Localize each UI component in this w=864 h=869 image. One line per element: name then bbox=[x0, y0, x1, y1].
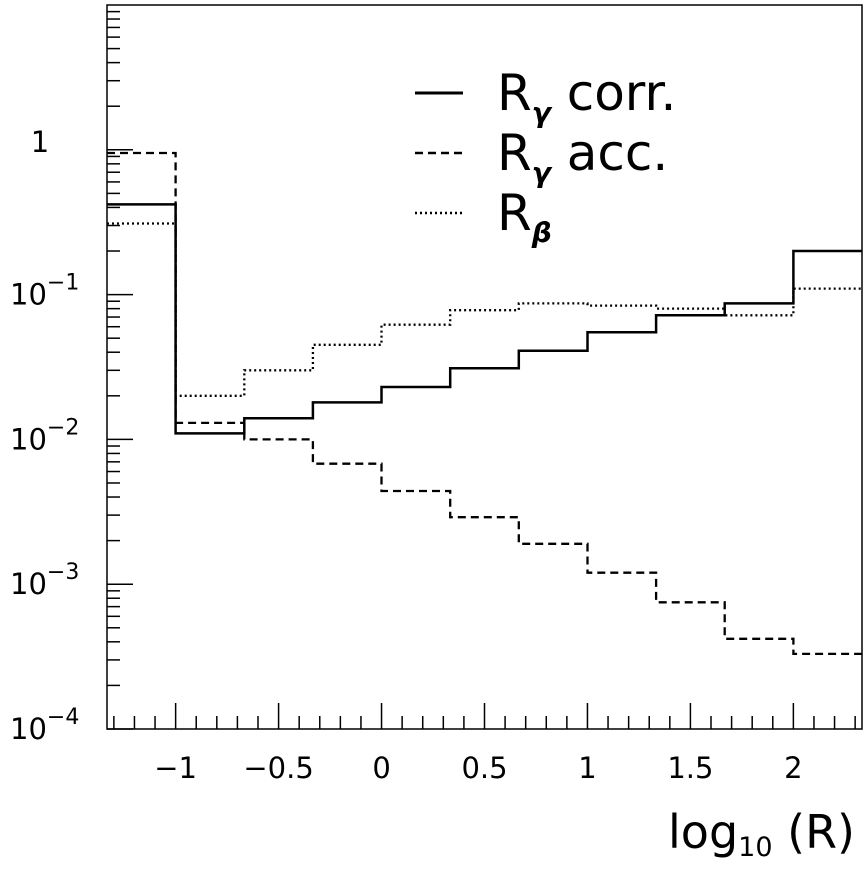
x-tick-label: −0.5 bbox=[243, 751, 313, 785]
legend-label-2: Rγ acc. bbox=[497, 124, 668, 189]
legend-label-1: Rγ corr. bbox=[497, 64, 676, 129]
y-tick-label: 10−2 bbox=[10, 415, 79, 456]
series-line-3 bbox=[107, 222, 862, 397]
x-tick-label: 1 bbox=[578, 751, 596, 785]
y-tick-label: 10−1 bbox=[10, 271, 79, 312]
x-axis-ticks bbox=[113, 703, 856, 729]
x-tick-label: −1 bbox=[154, 751, 197, 785]
y-tick-label: 10−4 bbox=[10, 705, 79, 746]
legend-label-3: Rβ bbox=[497, 184, 552, 249]
x-tick-labels: −1 −0.5 0 0.5 1 1.5 2 bbox=[154, 751, 802, 785]
legend: Rγ corr.Rγ acc.Rβ bbox=[415, 64, 676, 249]
x-tick-label: 0.5 bbox=[461, 751, 507, 785]
y-tick-label: 10−3 bbox=[10, 560, 79, 601]
x-tick-label: 1.5 bbox=[667, 751, 713, 785]
y-axis-ticks bbox=[107, 10, 133, 730]
series-group bbox=[107, 151, 862, 656]
series-line-2 bbox=[107, 151, 862, 656]
x-tick-label: 0 bbox=[372, 751, 390, 785]
series-line-1 bbox=[107, 203, 862, 435]
x-tick-label: 2 bbox=[784, 751, 802, 785]
x-axis-label: log10 (R) bbox=[668, 805, 855, 863]
y-tick-labels: 1 10−1 10−2 10−3 10−4 bbox=[10, 125, 79, 746]
y-tick-label: 1 bbox=[31, 125, 49, 159]
plot-frame bbox=[106, 4, 863, 730]
